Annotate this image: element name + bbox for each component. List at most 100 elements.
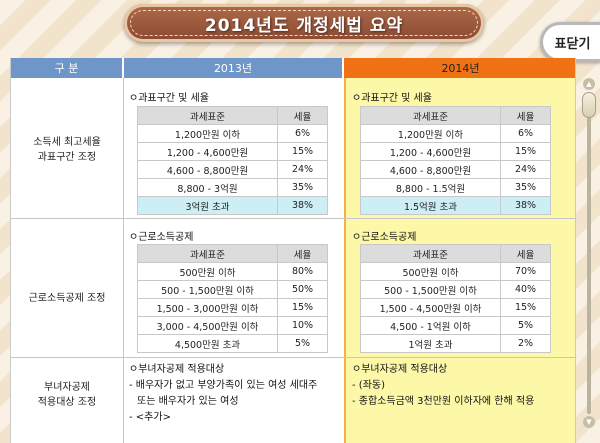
note-line: - 종합소득금액 3천만원 이하자에 한해 적용	[352, 396, 535, 407]
category-line: 소득세 최고세율	[33, 137, 101, 148]
scroll-down-icon[interactable]: ▼	[583, 416, 595, 428]
table-row: 500만원 이하 80%	[137, 262, 328, 281]
row-divider	[11, 218, 575, 219]
title-banner: 2014년도 개정세법 요약	[124, 4, 484, 42]
table-cell: 세율	[277, 106, 328, 125]
table-cell: 과세표준	[360, 106, 501, 125]
table-row: 1,200만원 이하 6%	[137, 124, 328, 143]
header-category: 구 분	[11, 58, 123, 78]
scroll-up-icon[interactable]: ▲	[583, 78, 595, 90]
category-tax-rate: 소득세 최고세율 과표구간 조정	[11, 135, 123, 165]
table-row: 500만원 이하 70%	[360, 262, 551, 281]
page-title: 2014년도 개정세법 요약	[204, 15, 404, 36]
table-row: 8,800 - 3억원 35%	[137, 178, 328, 197]
section-subtitle: ㅇ근로소득공제	[129, 232, 194, 243]
note-2013: ㅇ부녀자공제 적용대상 - 배우자가 없고 부양가족이 있는 여성 세대주 또는…	[129, 362, 317, 426]
table-row: 1,200만원 이하 6%	[360, 124, 551, 143]
table-row: 4,600 - 8,800만원 24%	[137, 160, 328, 179]
table-row: 1,200 - 4,600만원 15%	[360, 142, 551, 161]
note-line: 또는 배우자가 있는 여성	[137, 396, 239, 407]
table-cell: 24%	[277, 160, 328, 179]
table-cell: 8,800 - 3억원	[137, 178, 278, 197]
table-row: 1,500 - 3,000만원 이하 15%	[137, 298, 328, 317]
row-divider	[11, 357, 575, 358]
table-cell: 38%	[277, 196, 328, 215]
table-cell: 5%	[277, 334, 328, 353]
title-banner-border	[130, 10, 478, 36]
table-cell: 15%	[277, 298, 328, 317]
table-cell: 1,200 - 4,600만원	[137, 142, 278, 161]
table-header-row: 과세표준 세율	[360, 244, 551, 263]
bracket-table-2013: 과세표준 세율 1,200만원 이하 6% 1,200 - 4,600만원 15% …	[137, 106, 328, 215]
table-row: 4,600 - 8,800만원 24%	[360, 160, 551, 179]
section-subtitle: ㅇ근로소득공제	[352, 232, 417, 243]
column-divider	[123, 78, 124, 443]
note-line: - <추가>	[129, 412, 171, 423]
table-cell: 500 - 1,500만원 이하	[137, 280, 278, 299]
table-cell: 4,600 - 8,800만원	[360, 160, 501, 179]
table-cell: 과세표준	[360, 244, 501, 263]
table-row: 4,500만원 초과 5%	[137, 334, 328, 353]
table-cell: 1,500 - 3,000만원 이하	[137, 298, 278, 317]
table-cell: 35%	[277, 178, 328, 197]
close-table-button[interactable]: 표닫기	[540, 22, 600, 62]
table-cell: 세율	[277, 244, 328, 263]
note-line: - 배우자가 없고 부양가족이 있는 여성 세대주	[129, 380, 318, 391]
category-line: 근로소득공제 조정	[28, 293, 106, 304]
table-cell: 세율	[500, 244, 551, 263]
table-row: 4,500 - 1억원 이하 5%	[360, 316, 551, 335]
table-cell: 10%	[277, 316, 328, 335]
table-cell: 6%	[500, 124, 551, 143]
table-cell: 3,000 - 4,500만원 이하	[137, 316, 278, 335]
deduction-table-2013: 과세표준 세율 500만원 이하 80% 500 - 1,500만원 이하 50% …	[137, 244, 328, 353]
category-line: 적용대상 조정	[37, 397, 97, 408]
table-cell: 15%	[500, 298, 551, 317]
vertical-scrollbar[interactable]: ▲ ▼	[582, 78, 596, 428]
table-cell: 과세표준	[137, 106, 278, 125]
header-2013: 2013년	[124, 58, 343, 78]
table-cell: 1,200만원 이하	[137, 124, 278, 143]
deduction-table-2014: 과세표준 세율 500만원 이하 70% 500 - 1,500만원 이하 40% …	[360, 244, 551, 353]
table-cell: 3억원 초과	[137, 196, 278, 215]
table-row: 1억원 초과 2%	[360, 334, 551, 353]
table-row-highlight: 1.5억원 초과 38%	[360, 196, 551, 215]
header-2014-label: 2014년	[441, 62, 480, 75]
category-female-deduction: 부녀자공제 적용대상 조정	[11, 380, 123, 410]
table-cell: 5%	[500, 316, 551, 335]
summary-table: 구 분 2013년 2014년 소득세 최고세율 과표구간 조정 ㅇ과표구간 및…	[10, 58, 576, 443]
table-cell: 500만원 이하	[360, 262, 501, 281]
table-cell: 세율	[500, 106, 551, 125]
table-cell: 4,500만원 초과	[137, 334, 278, 353]
table-row: 1,500 - 4,500만원 이하 15%	[360, 298, 551, 317]
scroll-thumb[interactable]	[582, 92, 596, 118]
table-cell: 70%	[500, 262, 551, 281]
header-2014: 2014년	[344, 58, 575, 78]
table-cell: 38%	[500, 196, 551, 215]
table-row: 1,200 - 4,600만원 15%	[137, 142, 328, 161]
note-line: ㅇ부녀자공제 적용대상	[129, 364, 225, 375]
table-cell: 15%	[500, 142, 551, 161]
table-cell: 500 - 1,500만원 이하	[360, 280, 501, 299]
table-row-highlight: 3억원 초과 38%	[137, 196, 328, 215]
table-cell: 500만원 이하	[137, 262, 278, 281]
table-header-row: 과세표준 세율	[137, 106, 328, 125]
table-row: 3,000 - 4,500만원 이하 10%	[137, 316, 328, 335]
table-cell: 4,600 - 8,800만원	[137, 160, 278, 179]
category-line: 과표구간 조정	[37, 152, 97, 163]
table-cell: 1억원 초과	[360, 334, 501, 353]
category-line: 부녀자공제	[44, 382, 90, 393]
table-cell: 80%	[277, 262, 328, 281]
table-cell: 6%	[277, 124, 328, 143]
bracket-table-2014: 과세표준 세율 1,200만원 이하 6% 1,200 - 4,600만원 15% …	[360, 106, 551, 215]
table-header-row: 과세표준 세율	[360, 106, 551, 125]
scroll-track[interactable]	[587, 92, 591, 414]
table-cell: 2%	[500, 334, 551, 353]
table-row: 500 - 1,500만원 이하 50%	[137, 280, 328, 299]
table-row: 500 - 1,500만원 이하 40%	[360, 280, 551, 299]
table-cell: 15%	[277, 142, 328, 161]
table-cell: 50%	[277, 280, 328, 299]
table-cell: 4,500 - 1억원 이하	[360, 316, 501, 335]
table-cell: 24%	[500, 160, 551, 179]
table-cell: 1,200만원 이하	[360, 124, 501, 143]
table-cell: 8,800 - 1.5억원	[360, 178, 501, 197]
